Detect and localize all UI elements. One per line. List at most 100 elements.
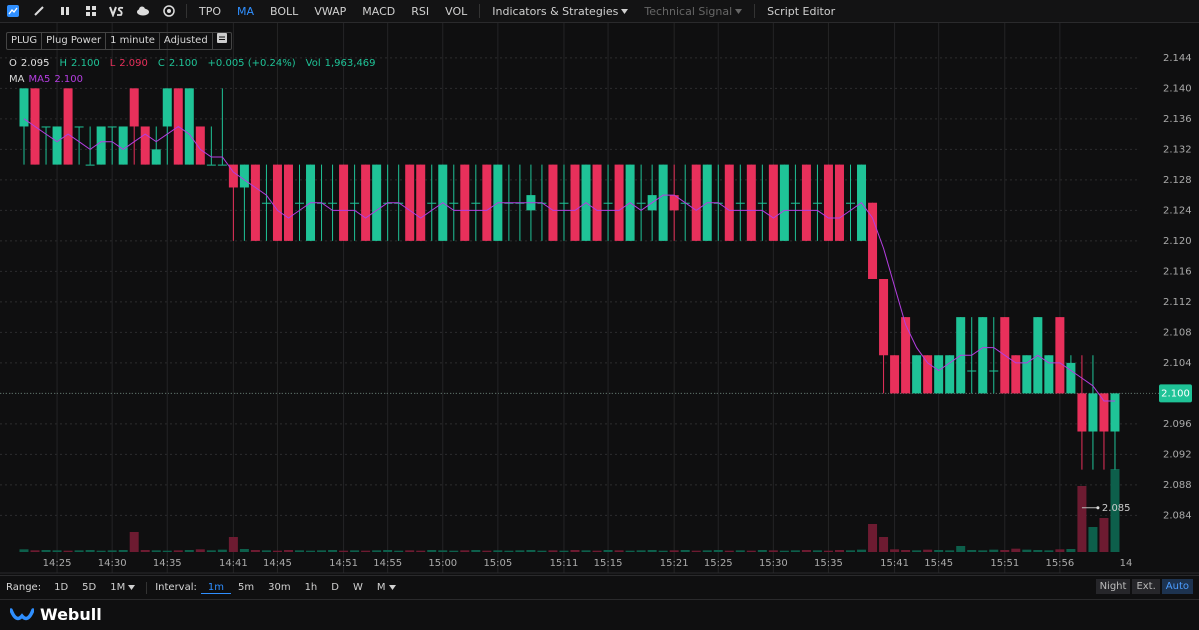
x-tick-label: 15:11 [550,558,579,569]
candle-body [449,202,459,204]
volume-bar [890,549,900,552]
x-tick-label: 14:41 [219,558,248,569]
candle-body [328,202,338,204]
candle-body [658,164,668,241]
volume-bar [934,550,944,552]
menu-icon[interactable] [213,33,231,49]
volume-bar [1099,518,1109,552]
toolbar-item[interactable]: RSI [403,5,437,18]
toolbar-item[interactable]: VOL [437,5,475,18]
interval-option[interactable]: D [324,582,346,594]
volume-bar [261,550,271,552]
candle-body [559,202,569,204]
toolbar-item[interactable]: MA [229,5,262,18]
interval-option[interactable]: 5m [231,582,261,594]
session-option[interactable]: Ext. [1132,579,1160,594]
volume-bar [879,537,889,552]
session-option[interactable]: Auto [1161,579,1193,594]
candle-body [151,149,161,165]
candle-body [471,202,481,204]
interval-option[interactable]: W [346,582,370,594]
ma-line [23,118,1115,402]
range-option[interactable]: 5D [75,582,103,593]
icon[interactable] [156,5,182,17]
session-option[interactable]: Night [1095,579,1131,594]
icon[interactable] [104,5,130,17]
volume-bar [195,549,205,552]
candle-body [228,164,238,188]
caret [621,8,629,14]
volume-bar [801,550,811,552]
toolbar: TPO MA BOLL VWAP MACD RSI VOL Indicators & Stra… [0,0,1199,23]
volume-bar [1077,486,1087,552]
indicator-list: TPO MA BOLL VWAP MACD RSI VOL Indicators & Stra… [191,4,843,18]
volume-bar [812,550,822,552]
volume-bar [339,550,349,552]
date-tick-label: 14 [1120,558,1133,569]
toolbar-item[interactable]: Indicators & Strategies [484,5,636,18]
candle-body [735,202,745,204]
volume-bar [1110,469,1120,552]
candle-body [118,126,128,165]
toolbar-item[interactable]: VWAP [306,5,354,18]
icon[interactable] [52,5,78,17]
volume-bar [691,550,701,552]
volume-bar [757,550,767,552]
volume-bar [184,550,194,552]
candle-body [52,126,62,165]
range-option[interactable]: 1M [103,582,142,593]
interval-label: Interval: [155,582,197,593]
icon[interactable] [78,5,104,17]
quote-value: 2.095 [20,57,50,69]
toolbar-label: TPO [199,4,222,18]
volume-bar [768,550,778,552]
toolbar-item[interactable]: TPO [191,5,229,18]
x-tick-label: 15:25 [704,558,733,569]
interval-option[interactable]: M [370,582,403,594]
volume-bar [846,550,855,552]
range-option-label: 1M [110,582,126,593]
toolbar-item[interactable]: BOLL [262,5,306,18]
y-tick-label: 2.096 [1163,419,1192,430]
y-tick-label: 2.124 [1163,205,1192,216]
toolbar-item[interactable]: MACD [354,5,403,18]
volume-bar [52,550,62,552]
candle-body [1099,393,1109,432]
candle-body [636,202,646,204]
interval-option[interactable]: 30m [261,582,297,594]
volume-bar [978,550,988,552]
candle-body [261,202,271,204]
interval-option[interactable]: 1h [298,582,325,594]
y-tick-label: 2.104 [1163,358,1192,369]
candle-body [868,202,878,279]
toolbar-label: MACD [362,4,396,18]
volume-bar [1044,550,1054,552]
volume-bar [1033,550,1043,552]
icon[interactable] [26,5,52,17]
interval-option[interactable]: 1m [200,582,231,594]
candle-body [482,164,492,241]
volume-bar [967,550,977,552]
toolbar-item[interactable]: Technical Signal [636,5,750,18]
icon[interactable] [0,5,26,17]
toolbar-label: Script Editor [767,4,836,18]
separator [479,4,481,18]
candle-body [1044,355,1054,394]
ma-value: 2.100 [54,73,83,85]
symbol-name: Plug Power [42,33,107,49]
quote-volume: 1,963,469 [324,57,376,69]
icon[interactable] [130,5,156,17]
volume-bar [129,532,139,552]
toolbar-item[interactable]: Script Editor [759,5,843,18]
volume-bar [680,550,690,552]
range-option[interactable]: 1D [47,582,75,593]
quote-value: 2.100 [168,57,198,69]
volume-bar [239,549,249,552]
quote-label: L [109,57,116,69]
volume-bar [526,550,536,552]
toolbar-label: VWAP [314,4,347,18]
adjust[interactable]: Adjusted [160,33,213,49]
volume-bar [746,550,756,552]
candle-body [140,126,150,165]
symbol-info: PLUG Plug Power 1 minute Adjusted [6,32,232,50]
